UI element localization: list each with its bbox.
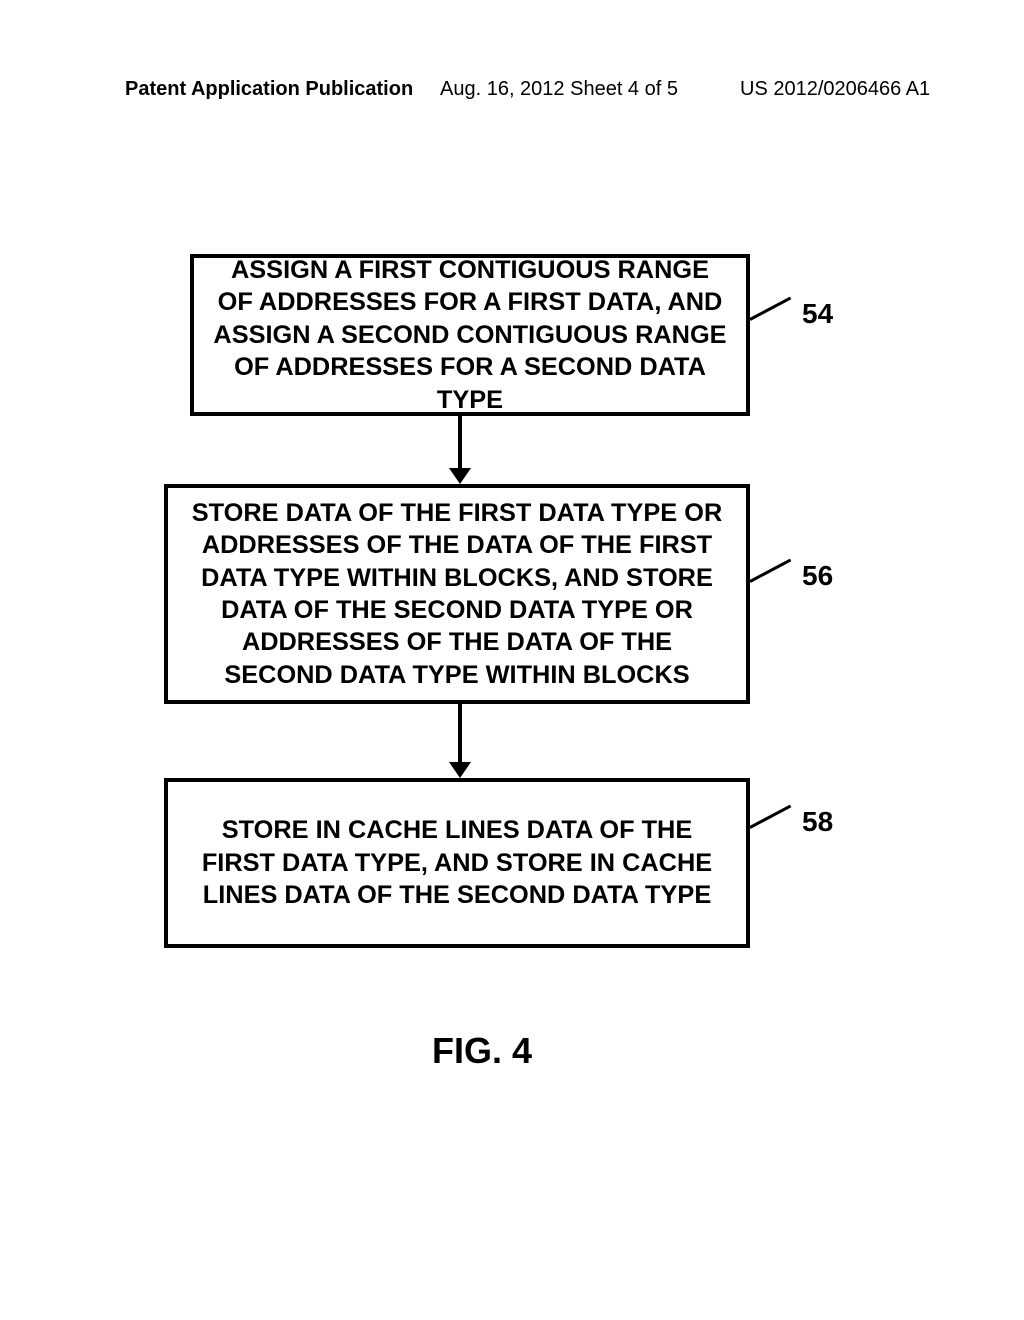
page: Patent Application Publication Aug. 16, … [0, 0, 1024, 1320]
flow-step-58: STORE IN CACHE LINES DATA OF THE FIRST D… [164, 778, 750, 948]
leader-58 [749, 805, 791, 829]
page-header: Patent Application Publication Aug. 16, … [0, 78, 1024, 102]
leader-56 [749, 559, 791, 583]
flow-step-56: STORE DATA OF THE FIRST DATA TYPE OR ADD… [164, 484, 750, 704]
flow-step-54: ASSIGN A FIRST CONTIGUOUS RANGE OF ADDRE… [190, 254, 750, 416]
header-middle: Aug. 16, 2012 Sheet 4 of 5 [440, 78, 678, 101]
arrow-head-1 [449, 762, 471, 778]
arrow-head-0 [449, 468, 471, 484]
ref-label-54: 54 [802, 298, 833, 330]
ref-label-56: 56 [802, 560, 833, 592]
leader-54 [749, 297, 791, 321]
header-left: Patent Application Publication [125, 78, 413, 101]
header-right: US 2012/0206466 A1 [740, 78, 930, 101]
figure-caption: FIG. 4 [432, 1030, 532, 1072]
ref-label-58: 58 [802, 806, 833, 838]
